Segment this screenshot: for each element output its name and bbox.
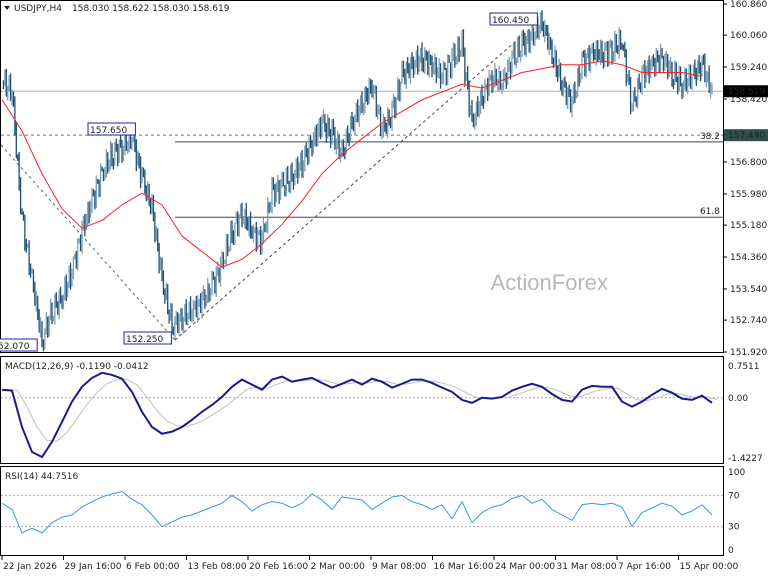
- price-tick-label: 158.420: [730, 95, 767, 105]
- swing-label-box: [123, 331, 172, 345]
- fib-label: 61.8: [700, 207, 720, 217]
- time-tick-label: 24 Mar 00:00: [495, 562, 555, 572]
- time-tick-label: 16 Mar 16:00: [434, 562, 494, 572]
- rsi-title: RSI(14) 44.7516: [5, 472, 78, 482]
- rsi-pane: [0, 466, 724, 556]
- time-tick-label: 31 Mar 08:00: [557, 562, 617, 572]
- price-bars: [2, 10, 713, 352]
- price-tick-label: 159.240: [730, 63, 767, 73]
- price-tick-label: 156.800: [730, 158, 767, 168]
- level-price-label: 157.490: [728, 131, 765, 141]
- price-tick-label: 151.920: [730, 348, 767, 358]
- macd-signal-line: [6, 378, 718, 442]
- trend-line: [0, 144, 176, 341]
- swing-label-box: [87, 122, 136, 136]
- pane-frames: [0, 0, 724, 556]
- time-tick-label: 13 Feb 08:00: [188, 562, 247, 572]
- price-tick-label: 160.860: [730, 0, 767, 10]
- time-tick-label: 20 Feb 16:00: [249, 562, 308, 572]
- time-tick-label: 7 Apr 16:00: [618, 562, 671, 572]
- current-price-label: 158.619: [728, 87, 765, 97]
- fib-label: 38.2: [700, 132, 720, 142]
- time-tick-label: 29 Jan 16:00: [65, 562, 122, 572]
- ohlc-readout: 158.030 158.622 158.030 158.619: [72, 4, 230, 14]
- price-tick-label: 152.740: [730, 316, 767, 326]
- time-tick-label: 15 Apr 00:00: [680, 562, 739, 572]
- level-price-label-bg: [724, 129, 768, 142]
- swing-label-box: [0, 338, 38, 352]
- swing-label: 152.250: [126, 335, 163, 345]
- time-tick-label: 9 Mar 08:00: [372, 562, 427, 572]
- rsi-tick-label: 70: [728, 491, 740, 501]
- rsi-line: [1, 490, 713, 534]
- swing-label: 52.070: [0, 342, 30, 352]
- collapse-triangle-icon[interactable]: [4, 6, 10, 10]
- swing-label-box: [489, 12, 538, 26]
- price-tick-label: 154.360: [730, 253, 767, 263]
- symbol-label: USDJPY,H4: [14, 4, 62, 14]
- price-tick-label: 155.980: [730, 190, 767, 200]
- macd-line: [1, 371, 713, 459]
- macd-tick-label: 0.00: [728, 394, 748, 404]
- rsi-tick-label: 100: [728, 468, 745, 478]
- time-tick-label: 22 Jan 2026: [3, 562, 57, 572]
- price-tick-label: 155.180: [730, 221, 767, 231]
- rsi-tick-label: 0: [728, 546, 734, 556]
- swing-label: 160.450: [492, 16, 529, 26]
- time-tick-label: 6 Feb 00:00: [126, 562, 180, 572]
- macd-pane: [0, 356, 724, 464]
- price-tick-label: 153.540: [730, 285, 767, 295]
- watermark: ActionForex: [491, 270, 608, 295]
- macd-tick-label: 0.7511: [728, 362, 760, 372]
- time-tick-label: 2 Mar 00:00: [311, 562, 366, 572]
- moving-average-line: [1, 60, 703, 268]
- macd-title: MACD(12,26,9) -0.1190 -0.0412: [5, 362, 149, 372]
- swing-label: 157.650: [90, 126, 127, 136]
- price-tick-label: 160.060: [730, 31, 767, 41]
- trend-line: [174, 19, 541, 341]
- rsi-tick-label: 30: [728, 523, 740, 533]
- current-price-label-bg: [724, 85, 768, 98]
- macd-tick-label: -1.4227: [728, 454, 763, 464]
- main-pane: [0, 0, 724, 353]
